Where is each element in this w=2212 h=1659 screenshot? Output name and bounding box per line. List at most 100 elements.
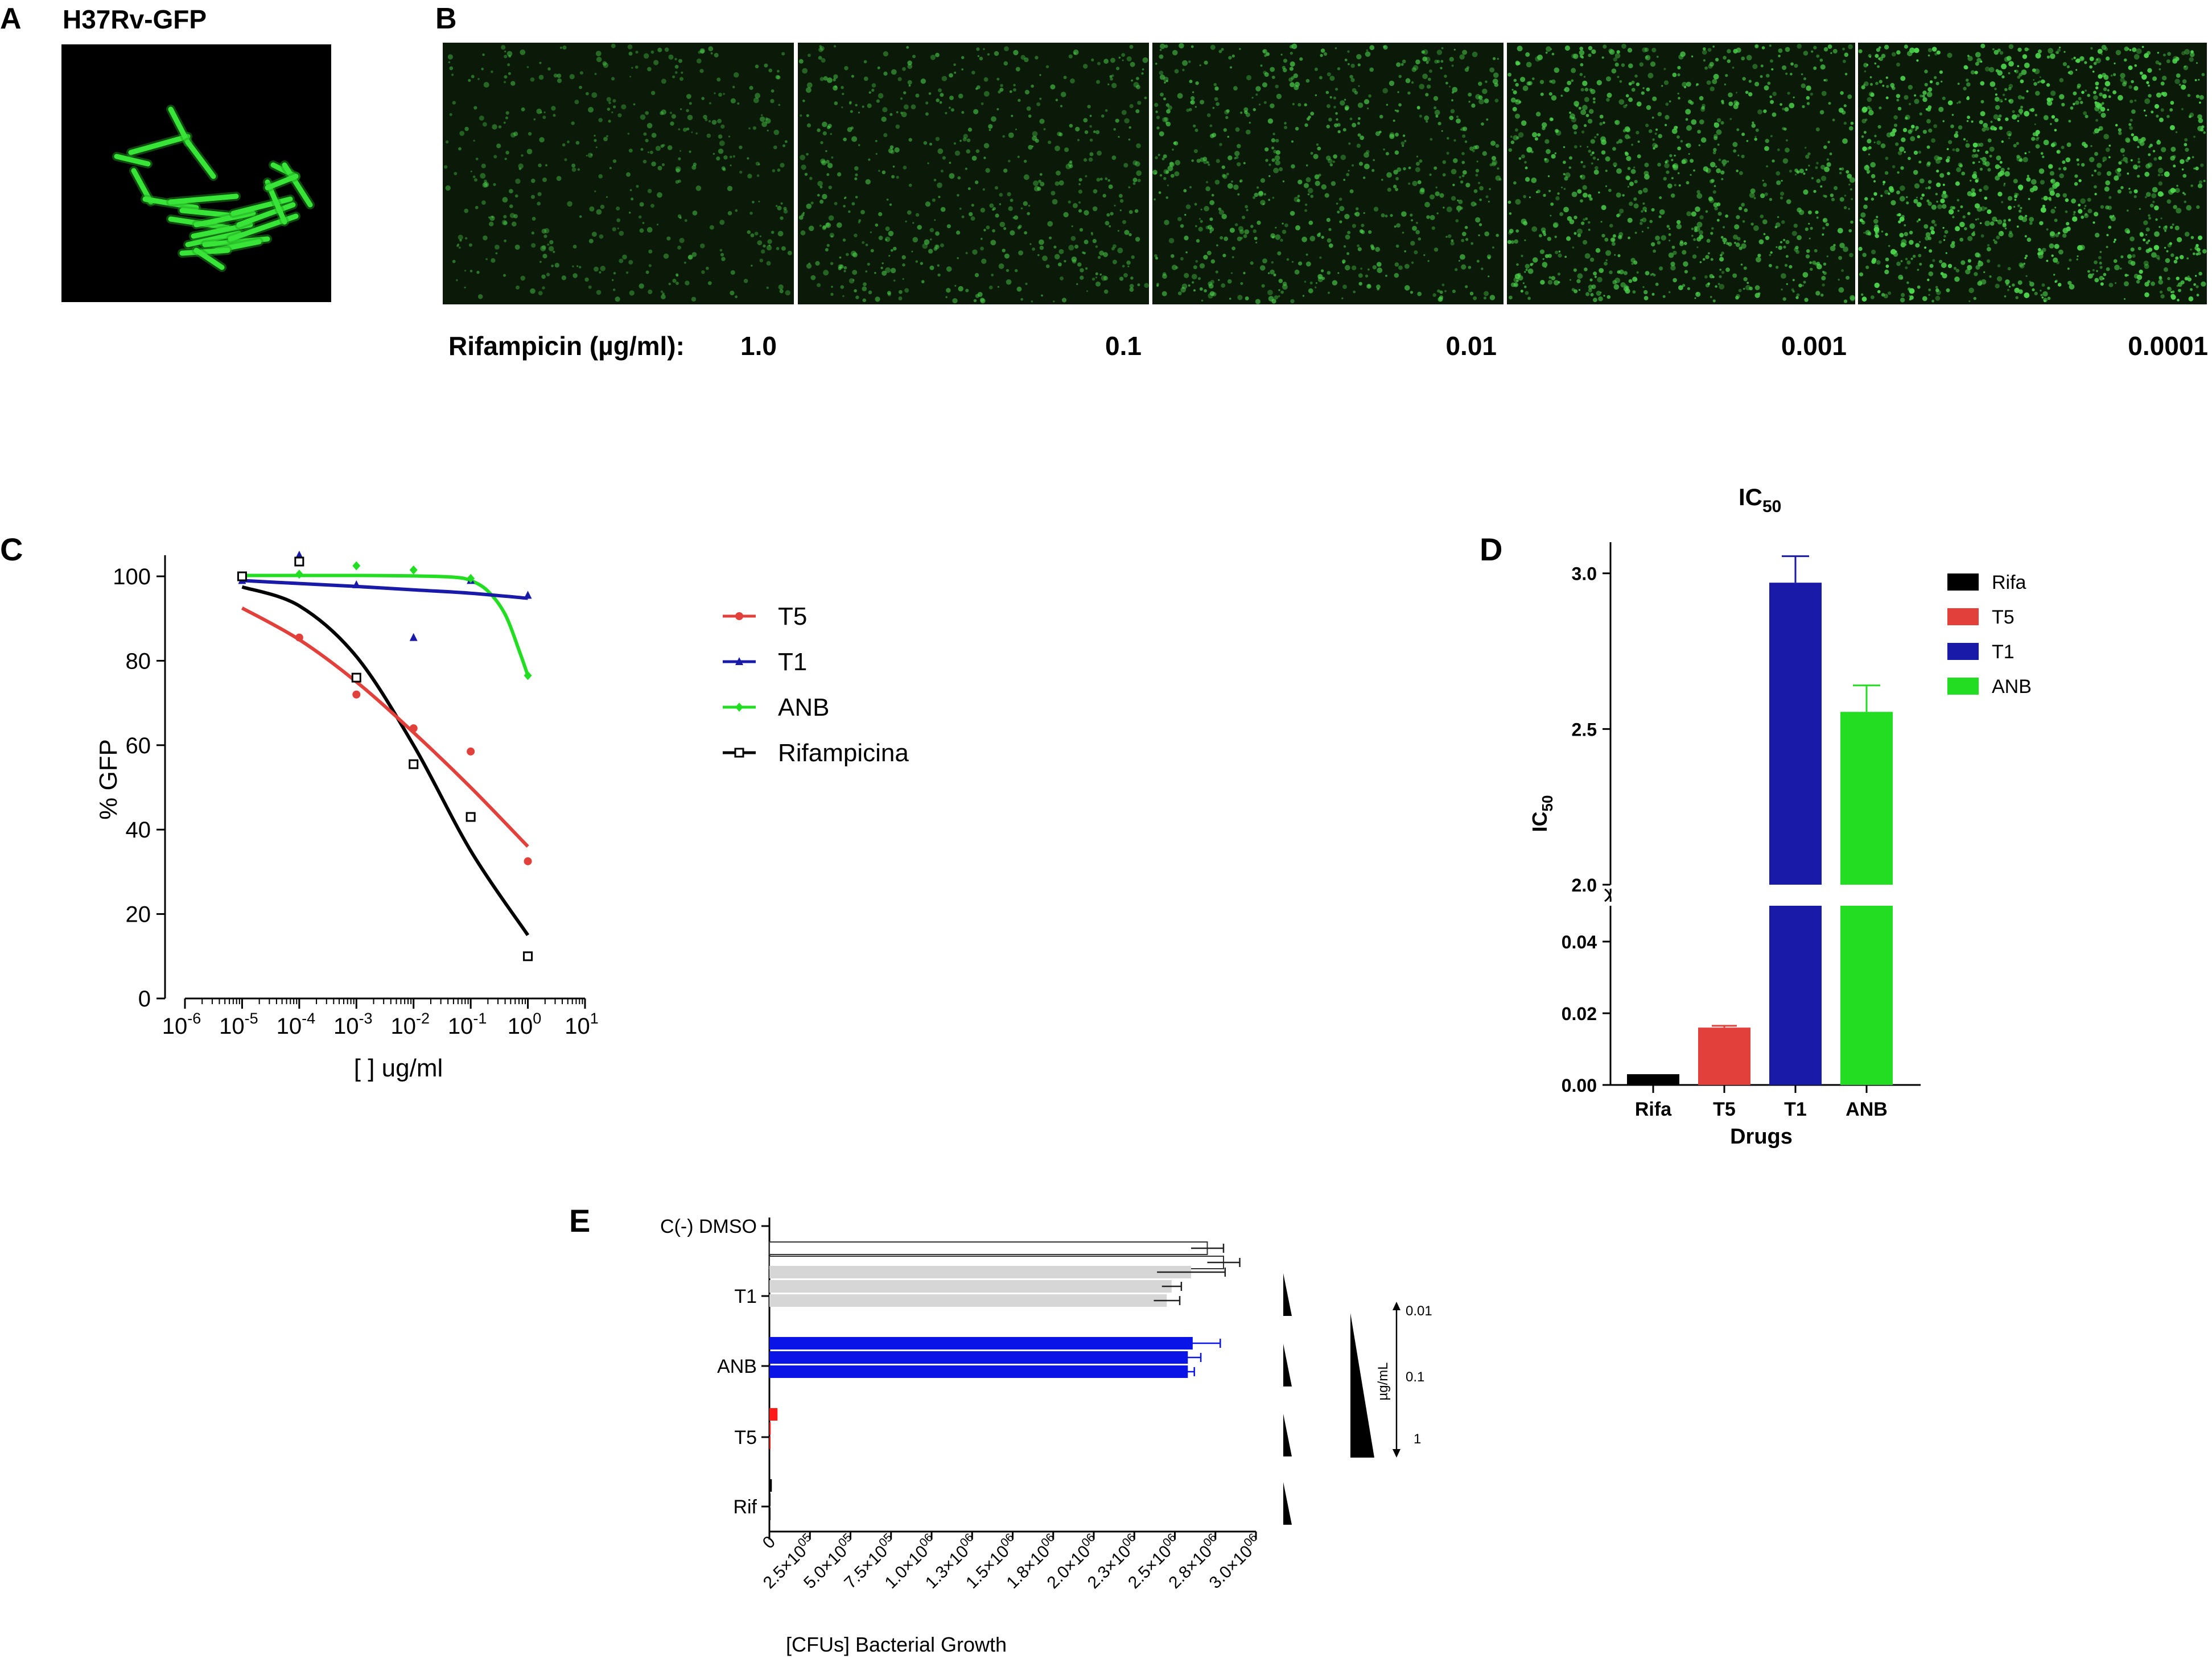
gfp-cell [537, 192, 542, 196]
gfp-cell [1162, 274, 1167, 279]
bacillus [179, 208, 242, 219]
gfp-cell [1927, 180, 1932, 184]
gfp-cell [2094, 170, 2097, 172]
gfp-cell [986, 225, 990, 230]
gfp-cell [1752, 64, 1758, 69]
gfp-cell [1291, 261, 1294, 263]
gfp-cell [1091, 233, 1093, 236]
gfp-cell [1089, 138, 1093, 142]
gfp-cell [1428, 69, 1432, 73]
gfp-cell [683, 127, 687, 132]
gfp-cell [1430, 194, 1435, 200]
tick-exponent: -2 [416, 1010, 430, 1027]
gfp-cell [2173, 205, 2177, 209]
gfp-cell [1407, 91, 1411, 95]
gfp-cell [1872, 258, 1877, 263]
gfp-cell [1813, 46, 1817, 49]
gfp-cell [1402, 134, 1406, 137]
gfp-cell [1843, 206, 1847, 209]
gfp-cell [2145, 234, 2148, 236]
gfp-cell [2038, 80, 2041, 83]
gfp-cell [1913, 170, 1918, 175]
gfp-cell [981, 102, 984, 105]
gfp-cell [1694, 226, 1698, 230]
gfp-cell [1967, 212, 1971, 216]
gfp-cell [1931, 299, 1935, 303]
gfp-cell [1402, 59, 1406, 64]
gfp-cell [2106, 234, 2109, 237]
gfp-cell [1612, 147, 1616, 151]
gfp-cell [1064, 147, 1069, 152]
gfp-cell [1569, 115, 1573, 119]
gfp-cell [1896, 63, 1900, 67]
gfp-cell [1087, 105, 1091, 109]
gfp-cell [1298, 261, 1303, 266]
gfp-cell [1810, 267, 1813, 271]
gfp-cell [1614, 254, 1616, 256]
gfp-cell [449, 113, 452, 116]
gfp-cell [2148, 247, 2153, 252]
gfp-cell [1861, 296, 1867, 302]
gfp-cell [1976, 143, 1980, 147]
gfp-cell [1760, 64, 1764, 68]
gfp-cell [1032, 247, 1035, 251]
gfp-cell [1841, 269, 1844, 273]
gfp-cell [1871, 249, 1876, 254]
gfp-cell [520, 49, 526, 55]
gfp-cell [1719, 257, 1724, 262]
gfp-cell [1273, 150, 1277, 154]
gfp-cell [1645, 55, 1651, 61]
gfp-cell [1627, 185, 1629, 188]
gfp-cell [1927, 87, 1933, 92]
gfp-cell [1095, 130, 1100, 134]
gfp-cell [982, 188, 985, 191]
gfp-cell [2001, 100, 2003, 102]
gfp-cell [1315, 286, 1317, 288]
gfp-cell [1741, 154, 1745, 159]
gfp-cell [1539, 234, 1542, 238]
gfp-cell [1456, 205, 1462, 211]
gfp-cell [526, 148, 533, 155]
gfp-cell [679, 150, 682, 152]
gfp-cell [1003, 168, 1008, 173]
gfp-cell [1357, 63, 1361, 67]
gfp-cell [698, 51, 701, 54]
gfp-cell [1091, 277, 1095, 281]
gfp-cell [1721, 159, 1727, 165]
gfp-cell [1080, 275, 1084, 280]
gfp-cell [981, 258, 987, 264]
gfp-cell [851, 202, 855, 206]
gfp-cell [2157, 52, 2159, 54]
gfp-cell [1572, 117, 1575, 119]
gfp-cell [1573, 232, 1577, 235]
gfp-cell [1544, 139, 1550, 144]
gfp-cell [1319, 76, 1323, 80]
gfp-cell [1177, 93, 1183, 99]
gfp-cell [2073, 91, 2077, 96]
gfp-cell [1580, 109, 1587, 115]
bacillus [185, 230, 242, 247]
gfp-cell [1277, 251, 1282, 255]
gfp-cell [2024, 152, 2027, 155]
gfp-cell [2131, 109, 2136, 114]
gfp-cell [936, 98, 940, 102]
gfp-cell [1837, 228, 1843, 234]
gfp-cell [1282, 282, 1287, 286]
gfp-cell [1495, 144, 1500, 148]
tick-mantissa: 1.5×10 [962, 1542, 1013, 1592]
gfp-cell [2035, 137, 2039, 141]
gfp-cell [1515, 113, 1520, 119]
gfp-cell [1976, 206, 1983, 212]
gfp-cell [2158, 181, 2163, 186]
gfp-cell [2132, 135, 2139, 142]
gfp-cell [1791, 230, 1797, 236]
gfp-cell [1693, 238, 1696, 241]
gfp-cell [1725, 214, 1729, 218]
gfp-cell [2148, 94, 2152, 98]
gfp-cell [2195, 166, 2199, 171]
gfp-cell [594, 266, 599, 272]
gfp-cell [2094, 106, 2100, 112]
gfp-cell [1654, 133, 1657, 135]
gfp-cell [1704, 66, 1708, 70]
gfp-cell [777, 69, 780, 73]
